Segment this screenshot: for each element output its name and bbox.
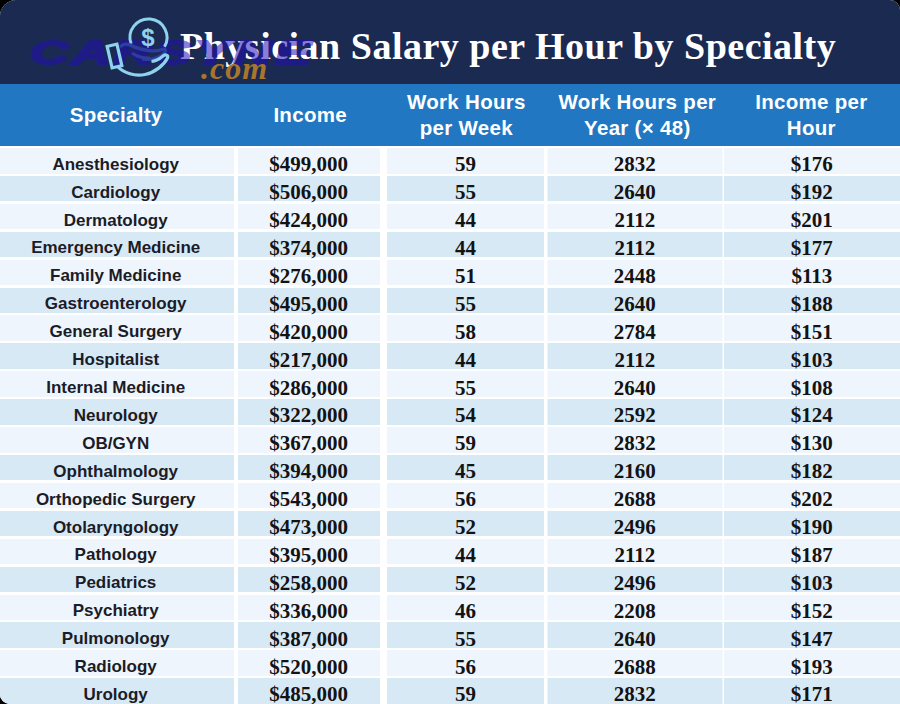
svg-text:$: $ [141,24,155,51]
